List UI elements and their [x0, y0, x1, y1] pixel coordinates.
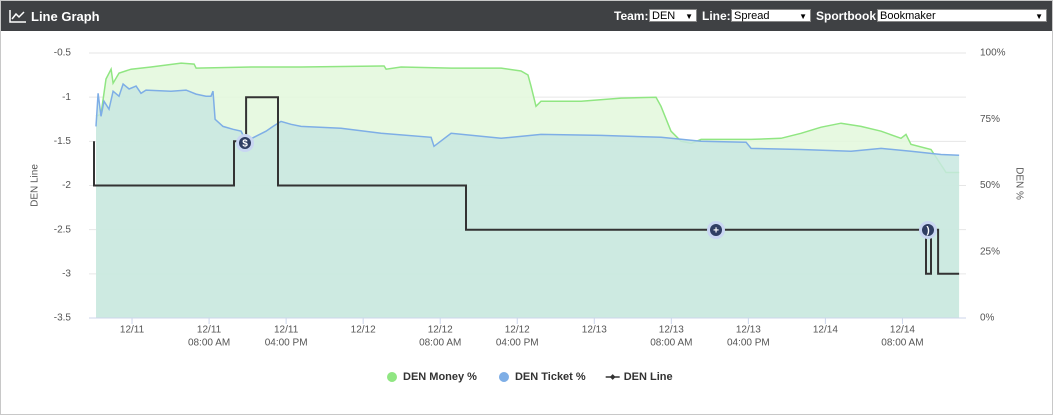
x-tick-label: 12/13 [659, 325, 684, 336]
series-line [95, 82, 960, 157]
legend-marker [609, 374, 616, 380]
y2-tick-label: 100% [980, 48, 1006, 59]
header-title: Line Graph [31, 9, 100, 24]
y-tick-label: -0.5 [54, 48, 72, 59]
y-tick-label: -2.5 [54, 224, 72, 235]
y-axis-title: DEN Line [30, 164, 41, 207]
event-icon-inner [239, 137, 251, 149]
y2-tick-label: 0% [980, 313, 995, 324]
y-tick-label: -2 [62, 180, 71, 191]
control-label: Team: [614, 9, 649, 23]
legend-label: DEN Money % [403, 371, 477, 383]
event-icon-inner [922, 224, 934, 236]
x-tick-label: 12/12 [505, 325, 530, 336]
header-bar: Line Graph Team: DEN Line: Spread Sportb… [1, 1, 1052, 31]
chart-icon [9, 10, 26, 23]
x-tick-time: 08:00 AM [650, 338, 692, 349]
legend-item[interactable]: DEN Ticket % [498, 371, 586, 383]
y2-axis-title: DEN % [1013, 167, 1024, 200]
y2-tick-label: 25% [980, 246, 1000, 257]
x-tick-label: 12/11 [274, 325, 299, 336]
y2-tick-label: 50% [980, 180, 1000, 191]
event-icon-glyph: ) [926, 226, 929, 237]
legend-marker [387, 372, 397, 382]
x-tick-label: 12/11 [120, 325, 145, 336]
x-tick-label: 12/12 [351, 325, 376, 336]
sportsbook-select[interactable]: Bookmaker [877, 9, 1047, 23]
x-tick-time: 08:00 AM [881, 338, 923, 349]
event-icon-inner [710, 224, 722, 236]
x-tick-label: 12/14 [890, 325, 915, 336]
x-tick-time: 04:00 PM [727, 338, 770, 349]
x-tick-label: 12/14 [813, 325, 838, 336]
x-tick-label: 12/11 [197, 325, 222, 336]
legend-item[interactable]: DEN Line [605, 371, 673, 383]
y-tick-label: -3 [62, 268, 71, 279]
x-tick-label: 12/13 [736, 325, 761, 336]
x-tick-time: 08:00 AM [419, 338, 461, 349]
x-tick-time: 08:00 AM [188, 338, 230, 349]
legend-label: DEN Ticket % [515, 371, 586, 383]
event-icon-glyph: + [713, 226, 719, 237]
line-select[interactable]: Spread [731, 9, 811, 23]
x-tick-time: 04:00 PM [265, 338, 308, 349]
y2-tick-label: 75% [980, 114, 1000, 125]
legend-label: DEN Line [624, 371, 673, 383]
legend-marker [498, 372, 509, 382]
y-tick-label: -1.5 [54, 136, 72, 147]
control-label: Line: [702, 9, 731, 23]
series-line [95, 62, 960, 174]
legend-item[interactable]: DEN Money % [387, 371, 477, 383]
y-tick-label: -3.5 [54, 313, 72, 324]
x-tick-label: 12/12 [428, 325, 453, 336]
event-icon-glyph: $ [242, 139, 248, 150]
x-tick-label: 12/13 [582, 325, 607, 336]
control-label: Sportbook: [816, 9, 880, 23]
x-tick-time: 04:00 PM [496, 338, 539, 349]
y-tick-label: -1 [62, 92, 71, 103]
team-select[interactable]: DEN [649, 9, 697, 23]
